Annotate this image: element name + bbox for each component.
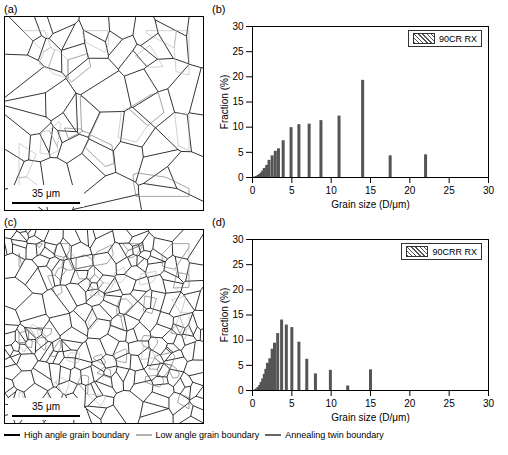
svg-text:15: 15 [232, 96, 244, 107]
svg-text:Grain size (D/μm): Grain size (D/μm) [331, 199, 410, 210]
svg-text:35 μm: 35 μm [32, 188, 60, 199]
svg-text:20: 20 [232, 71, 244, 82]
html-text:Annealing twin boundary: Annealing twin boundary [285, 430, 384, 440]
svg-text:10: 10 [232, 121, 244, 132]
svg-text:10: 10 [326, 398, 338, 409]
svg-text:10: 10 [326, 185, 338, 196]
svg-text:20: 20 [404, 398, 416, 409]
svg-text:10: 10 [232, 334, 244, 345]
svg-text:5: 5 [289, 398, 295, 409]
svg-text:0: 0 [250, 398, 256, 409]
svg-text:30: 30 [232, 21, 244, 32]
svg-text:Fraction (%): Fraction (%) [219, 75, 230, 129]
html-text:High angle grain boundary: High angle grain boundary [24, 430, 130, 440]
svg-text:15: 15 [365, 185, 377, 196]
svg-text:5: 5 [289, 185, 295, 196]
svg-text:30: 30 [483, 185, 495, 196]
svg-text:20: 20 [404, 185, 416, 196]
svg-text:25: 25 [444, 185, 456, 196]
svg-text:5: 5 [238, 360, 244, 371]
svg-text:5: 5 [238, 147, 244, 158]
svg-text:30: 30 [232, 234, 244, 245]
svg-text:30: 30 [483, 398, 495, 409]
svg-text:15: 15 [365, 398, 377, 409]
svg-text:25: 25 [232, 259, 244, 270]
svg-text:25: 25 [444, 398, 456, 409]
html-text:(c): (c) [4, 216, 17, 228]
html-text:Low angle grain boundary: Low angle grain boundary [155, 430, 260, 440]
html-text:90CR RX: 90CR RX [439, 33, 477, 44]
html-text:90CRR RX: 90CRR RX [432, 246, 477, 257]
html-text:(b): (b) [212, 3, 226, 15]
svg-text:Fraction (%): Fraction (%) [219, 288, 230, 342]
svg-text:20: 20 [232, 284, 244, 295]
svg-text:Grain size (D/μm): Grain size (D/μm) [331, 412, 410, 423]
svg-text:25: 25 [232, 46, 244, 57]
html-text:(d): (d) [212, 216, 226, 228]
svg-text:15: 15 [232, 309, 244, 320]
svg-text:0: 0 [238, 385, 244, 396]
svg-text:0: 0 [238, 172, 244, 183]
svg-text:35 μm: 35 μm [32, 401, 60, 412]
html-text:(a): (a) [4, 3, 18, 15]
svg-text:0: 0 [250, 185, 256, 196]
